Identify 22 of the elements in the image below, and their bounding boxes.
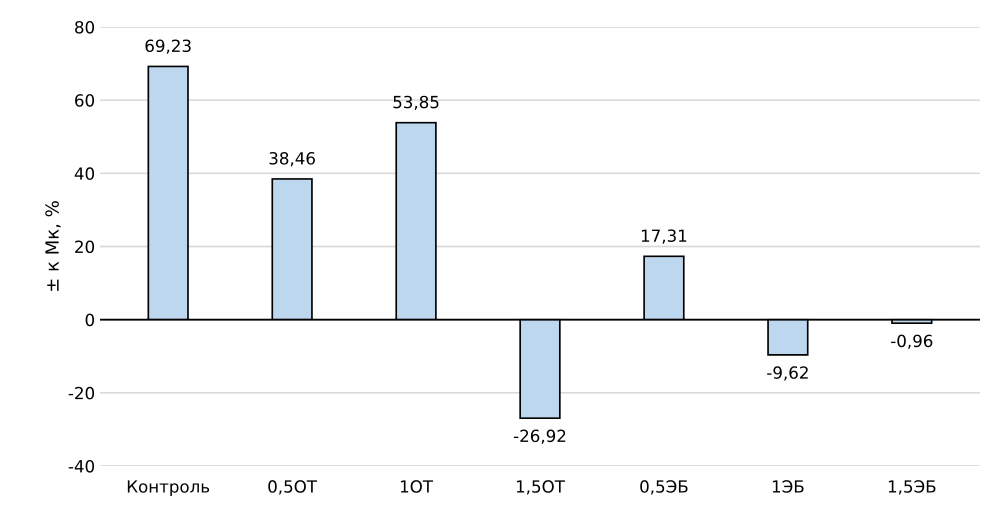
data-label: 38,46	[270, 152, 315, 166]
data-label: -9,62	[767, 366, 808, 381]
y-axis-title: ± к Мк, %	[45, 201, 61, 291]
data-label: 17,31	[642, 229, 686, 244]
y-tick-label: -40	[68, 460, 94, 473]
y-tick-label: 80	[75, 20, 94, 34]
y-tick-label: 0	[86, 314, 94, 326]
y-tick-label: 20	[75, 240, 94, 254]
data-label: -26,92	[514, 430, 566, 444]
y-tick-label: -20	[68, 386, 94, 400]
data-label: -0,96	[891, 334, 932, 349]
data-label: 69,23	[145, 39, 191, 54]
x-tick-label: 0,5ОТ	[268, 480, 318, 494]
x-tick-label: 1,5ОТ	[516, 480, 565, 494]
y-tick-label: 60	[75, 94, 94, 107]
x-tick-label: 1ОТ	[400, 480, 434, 493]
x-tick-label: 0,5ЭБ	[640, 480, 688, 494]
y-tick-label: 40	[74, 167, 94, 180]
x-tick-label: 1,5ЭБ	[888, 480, 936, 494]
data-label: 53,85	[393, 96, 438, 110]
x-tick-label: 1ЭБ	[772, 480, 804, 493]
x-tick-label: Контроль	[128, 480, 210, 496]
